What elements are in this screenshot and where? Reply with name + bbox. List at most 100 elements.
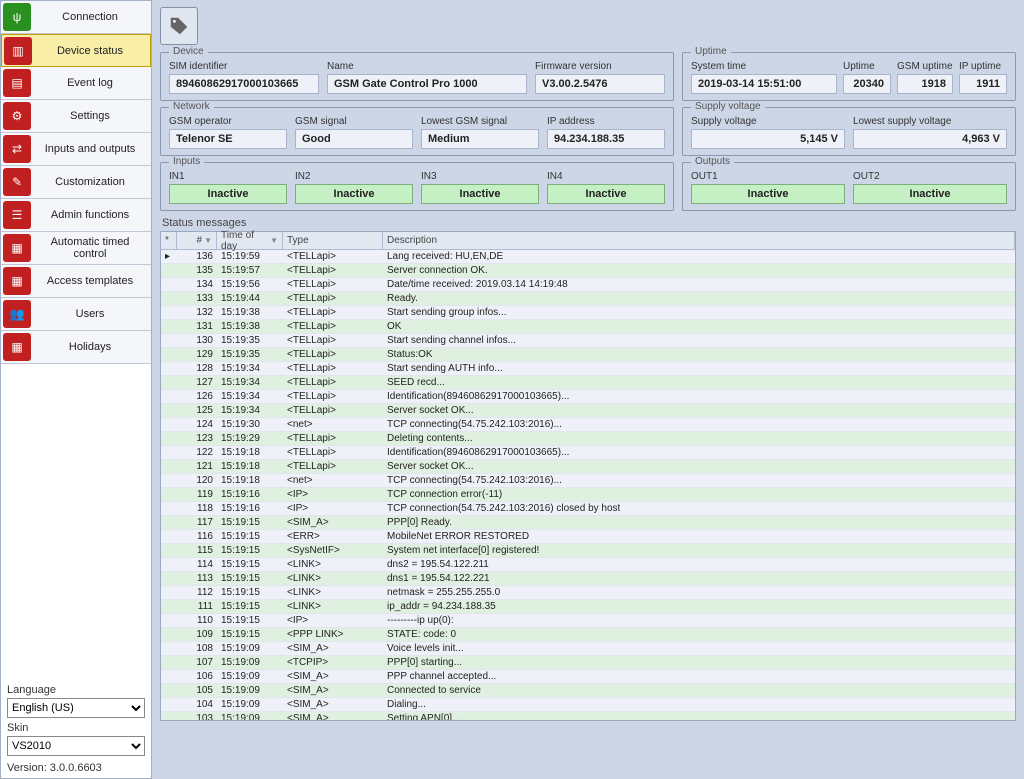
table-row[interactable]: 10415:19:09<SIM_A>Dialing... — [161, 698, 1015, 712]
nav-item-device-status[interactable]: ▥Device status — [1, 34, 151, 67]
table-row[interactable]: 11315:19:15<LINK>dns1 = 195.54.122.221 — [161, 572, 1015, 586]
outputs-legend: Outputs — [691, 156, 734, 167]
nav-item-customization[interactable]: ✎Customization — [1, 166, 151, 199]
nav-label: Device status — [36, 45, 150, 57]
nav-item-admin-functions[interactable]: ☰ Admin functions — [1, 199, 151, 232]
row-marker — [161, 404, 177, 417]
row-description: Setting APN[0]... — [383, 712, 1015, 720]
table-row[interactable]: 12015:19:18<net>TCP connecting(54.75.242… — [161, 474, 1015, 488]
col-number[interactable]: #▼ — [177, 232, 217, 249]
col-description[interactable]: Description — [383, 232, 1015, 249]
row-time: 15:19:09 — [217, 642, 283, 655]
refresh-button[interactable] — [160, 7, 198, 45]
table-row[interactable]: 12815:19:34<TELLapi>Start sending AUTH i… — [161, 362, 1015, 376]
table-row[interactable]: 10915:19:15<PPP LINK>STATE: code: 0 — [161, 628, 1015, 642]
table-row[interactable]: 13115:19:38<TELLapi>OK — [161, 320, 1015, 334]
in3-label: IN3 — [421, 171, 539, 182]
table-row[interactable]: 10715:19:09<TCPIP>PPP[0] starting... — [161, 656, 1015, 670]
table-row[interactable]: 13415:19:56<TELLapi>Date/time received: … — [161, 278, 1015, 292]
grid-header[interactable]: * #▼ Time of day▼ Type Description — [161, 232, 1015, 250]
row-type: <LINK> — [283, 600, 383, 613]
row-time: 15:19:15 — [217, 628, 283, 641]
nav-item-settings[interactable]: ⚙Settings — [1, 100, 151, 133]
row-marker — [161, 530, 177, 543]
row-time: 15:19:09 — [217, 656, 283, 669]
table-row[interactable]: 10615:19:09<SIM_A>PPP channel accepted..… — [161, 670, 1015, 684]
row-time: 15:19:09 — [217, 670, 283, 683]
col-mark[interactable]: * — [161, 232, 177, 249]
row-type: <LINK> — [283, 586, 383, 599]
grid-body[interactable]: ▸13615:19:59<TELLapi>Lang received: HU,E… — [161, 250, 1015, 720]
table-row[interactable]: 12715:19:34<TELLapi>SEED recd... — [161, 376, 1015, 390]
row-type: <TELLapi> — [283, 320, 383, 333]
nav-label: Admin functions — [35, 209, 151, 221]
admin-icon: ☰ — [3, 201, 31, 229]
row-description: Date/time received: 2019.03.14 14:19:48 — [383, 278, 1015, 291]
nav-label: Event log — [35, 77, 151, 89]
nav-item-access-templates[interactable]: ▦Access templates — [1, 265, 151, 298]
lowest-supply-value: 4,963 V — [853, 129, 1007, 149]
row-type: <SysNetIF> — [283, 544, 383, 557]
row-marker — [161, 334, 177, 347]
table-row[interactable]: 10815:19:09<SIM_A>Voice levels init... — [161, 642, 1015, 656]
nav-item-holidays[interactable]: ▦ Holidays — [1, 331, 151, 364]
row-marker — [161, 502, 177, 515]
skin-select[interactable]: VS2010 — [7, 736, 145, 756]
table-row[interactable]: ▸13615:19:59<TELLapi>Lang received: HU,E… — [161, 250, 1015, 264]
table-row[interactable]: 11115:19:15<LINK>ip_addr = 94.234.188.35 — [161, 600, 1015, 614]
status-grid: * #▼ Time of day▼ Type Description ▸1361… — [160, 231, 1016, 721]
row-number: 112 — [177, 586, 217, 599]
nav-item-users[interactable]: 👥Users — [1, 298, 151, 331]
nav-item-event-log[interactable]: ▤Event log — [1, 67, 151, 100]
table-row[interactable]: 11215:19:15<LINK>netmask = 255.255.255.0 — [161, 586, 1015, 600]
table-row[interactable]: 11715:19:15<SIM_A>PPP[0] Ready. — [161, 516, 1015, 530]
uptime-value: 20340 — [843, 74, 891, 94]
table-row[interactable]: 11815:19:16<IP>TCP connection(54.75.242.… — [161, 502, 1015, 516]
sidebar: ψConnection▥Device status▤Event log⚙Sett… — [0, 0, 152, 779]
in2-label: IN2 — [295, 171, 413, 182]
row-number: 114 — [177, 558, 217, 571]
row-description: Status:OK — [383, 348, 1015, 361]
table-row[interactable]: 11915:19:16<IP>TCP connection error(-11) — [161, 488, 1015, 502]
table-row[interactable]: 13315:19:44<TELLapi>Ready. — [161, 292, 1015, 306]
supply-voltage-value: 5,145 V — [691, 129, 845, 149]
operator-value: Telenor SE — [169, 129, 287, 149]
row-description: TCP connection error(-11) — [383, 488, 1015, 501]
row-description: Dialing... — [383, 698, 1015, 711]
table-row[interactable]: 12615:19:34<TELLapi>Identification(89460… — [161, 390, 1015, 404]
row-time: 15:19:34 — [217, 404, 283, 417]
table-row[interactable]: 12215:19:18<TELLapi>Identification(89460… — [161, 446, 1015, 460]
nav-item-inputs-and-outputs[interactable]: ⇄Inputs and outputs — [1, 133, 151, 166]
nav-item-connection[interactable]: ψConnection — [1, 1, 151, 34]
row-type: <TELLapi> — [283, 460, 383, 473]
table-row[interactable]: 10315:19:09<SIM_A>Setting APN[0]... — [161, 712, 1015, 720]
nav-item-automatic-timed-control[interactable]: ▦Automatic timed control — [1, 232, 151, 265]
language-select[interactable]: English (US) — [7, 698, 145, 718]
usb-icon: ψ — [3, 3, 31, 31]
table-row[interactable]: 12515:19:34<TELLapi>Server socket OK... — [161, 404, 1015, 418]
table-row[interactable]: 13015:19:35<TELLapi>Start sending channe… — [161, 334, 1015, 348]
table-row[interactable]: 12415:19:30<net>TCP connecting(54.75.242… — [161, 418, 1015, 432]
nav-label: Users — [35, 308, 151, 320]
table-row[interactable]: 13515:19:57<TELLapi>Server connection OK… — [161, 264, 1015, 278]
row-number: 132 — [177, 306, 217, 319]
nav-label: Holidays — [35, 341, 151, 353]
row-marker — [161, 278, 177, 291]
row-marker — [161, 306, 177, 319]
table-row[interactable]: 11615:19:15<ERR>MobileNet ERROR RESTORED — [161, 530, 1015, 544]
table-row[interactable]: 12915:19:35<TELLapi>Status:OK — [161, 348, 1015, 362]
calendar-icon: ▦ — [3, 333, 31, 361]
col-type[interactable]: Type — [283, 232, 383, 249]
row-number: 116 — [177, 530, 217, 543]
row-marker — [161, 544, 177, 557]
row-time: 15:19:35 — [217, 334, 283, 347]
row-description: Voice levels init... — [383, 642, 1015, 655]
table-row[interactable]: 11015:19:15<IP>---------ip up(0): — [161, 614, 1015, 628]
col-time[interactable]: Time of day▼ — [217, 232, 283, 249]
table-row[interactable]: 10515:19:09<SIM_A>Connected to service — [161, 684, 1015, 698]
table-row[interactable]: 11515:19:15<SysNetIF>System net interfac… — [161, 544, 1015, 558]
table-row[interactable]: 12315:19:29<TELLapi>Deleting contents... — [161, 432, 1015, 446]
table-row[interactable]: 13215:19:38<TELLapi>Start sending group … — [161, 306, 1015, 320]
table-row[interactable]: 12115:19:18<TELLapi>Server socket OK... — [161, 460, 1015, 474]
table-row[interactable]: 11415:19:15<LINK>dns2 = 195.54.122.211 — [161, 558, 1015, 572]
